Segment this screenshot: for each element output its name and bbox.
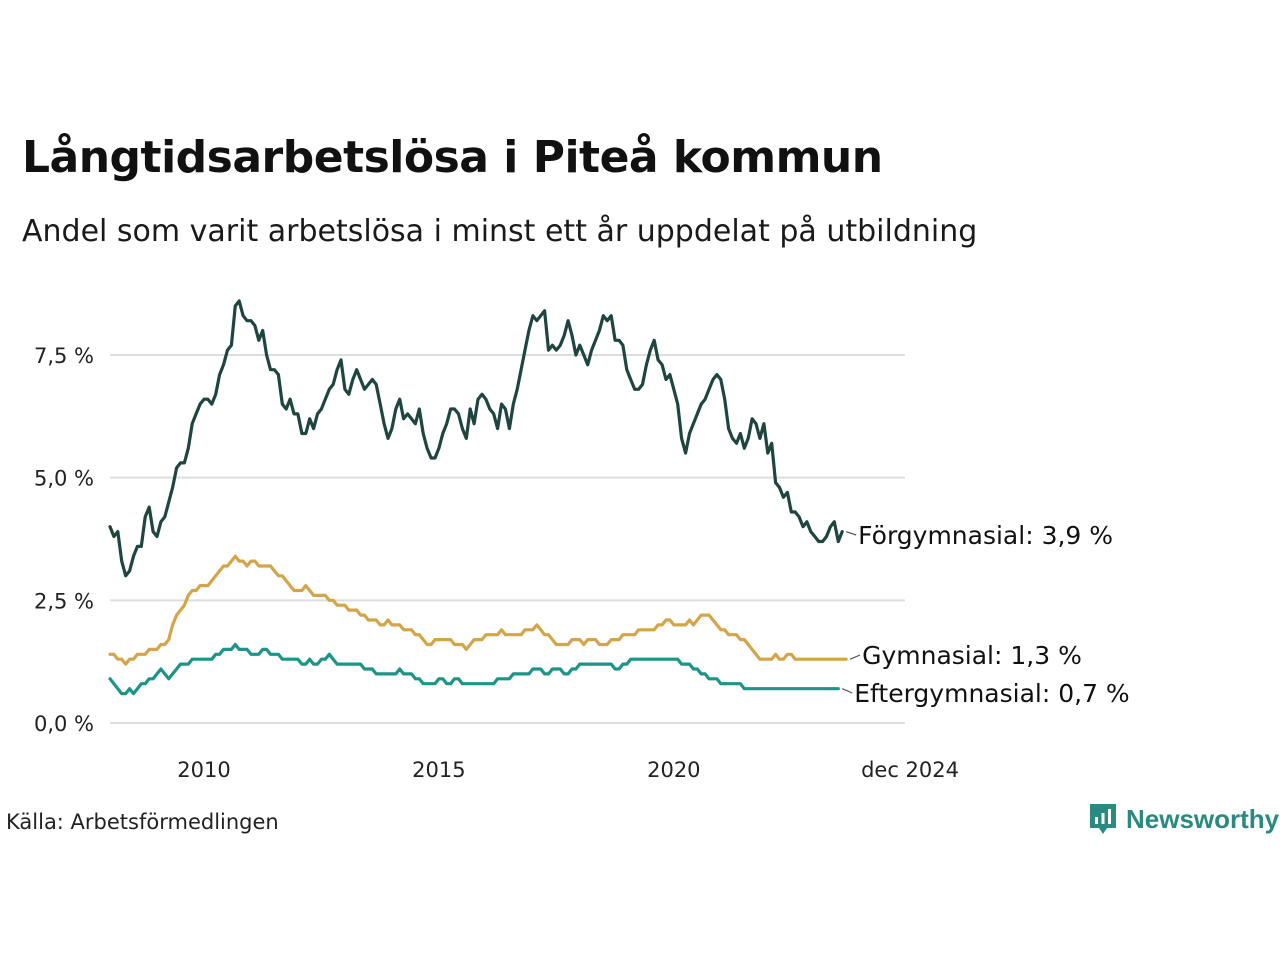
newsworthy-logo-icon bbox=[1090, 804, 1116, 834]
series-label-eftergymnasial: Eftergymnasial: 0,7 % bbox=[854, 679, 1129, 708]
brand-logo: Newsworthy bbox=[1088, 802, 1279, 836]
gridlines bbox=[110, 354, 905, 724]
y-tick-label: 0,0 % bbox=[34, 712, 94, 736]
y-tick-label: 5,0 % bbox=[34, 467, 94, 491]
series-label-gymnasial: Gymnasial: 1,3 % bbox=[862, 641, 1082, 670]
x-axis-ticks: 2010 2015 2020 dec 2024 bbox=[177, 758, 959, 782]
x-tick-label: 2020 bbox=[647, 758, 700, 782]
x-tick-label: 2010 bbox=[177, 758, 230, 782]
page-title: Långtidsarbetslösa i Piteå kommun bbox=[22, 132, 883, 183]
brand-name: Newsworthy bbox=[1126, 803, 1280, 834]
series-lines bbox=[108, 299, 848, 696]
series-line-eftergymnasial bbox=[108, 642, 840, 696]
series-label-förgymnasial: Förgymnasial: 3,9 % bbox=[858, 521, 1113, 550]
y-tick-label: 2,5 % bbox=[34, 589, 94, 613]
y-axis-ticks: 0,0 % 2,5 % 5,0 % 7,5 % bbox=[34, 344, 94, 736]
y-tick-label: 7,5 % bbox=[34, 344, 94, 368]
series-line-gymnasial bbox=[108, 554, 848, 666]
label-connector bbox=[845, 531, 857, 536]
chart-subtitle: Andel som varit arbetslösa i minst ett å… bbox=[22, 214, 978, 249]
label-connector bbox=[849, 654, 861, 660]
x-tick-label: dec 2024 bbox=[861, 758, 959, 782]
source-note: Källa: Arbetsförmedlingen bbox=[6, 810, 279, 834]
label-connector bbox=[842, 688, 853, 694]
x-tick-label: 2015 bbox=[412, 758, 465, 782]
series-end-labels: Förgymnasial: 3,9 % Gymnasial: 1,3 % Efter… bbox=[842, 521, 1130, 708]
series-line-förgymnasial bbox=[108, 299, 844, 578]
